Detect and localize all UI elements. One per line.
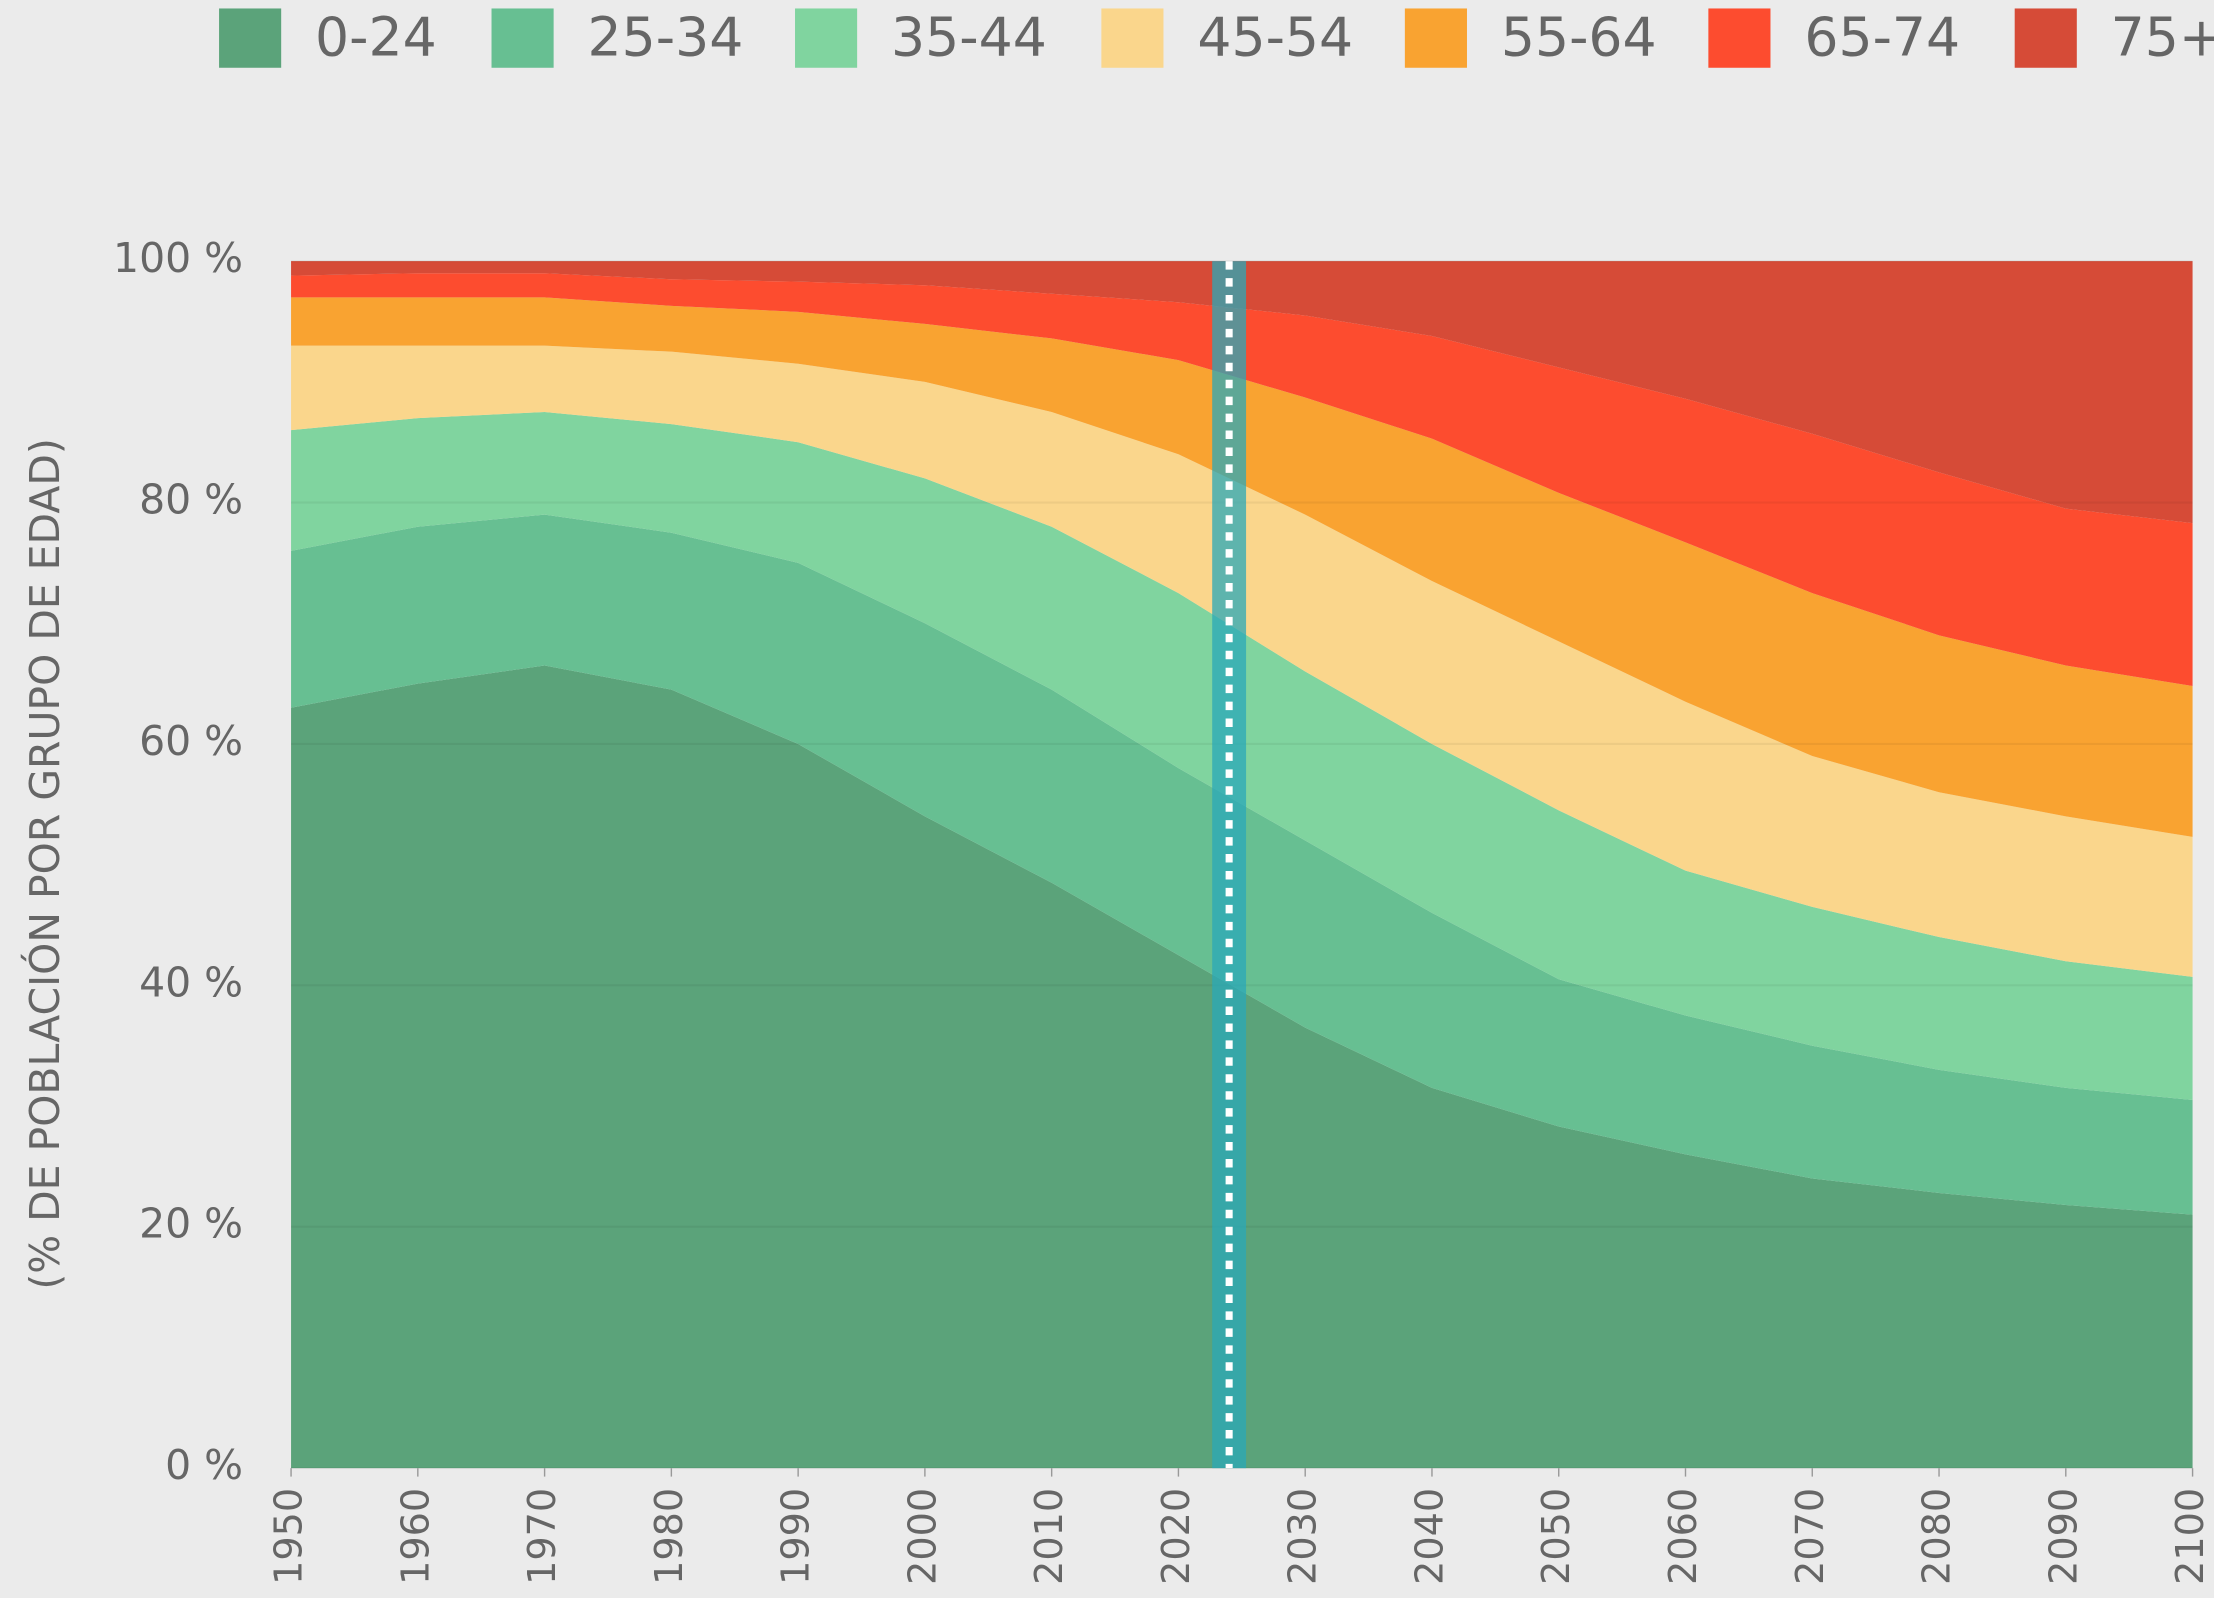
legend-label: 65-74 xyxy=(1804,6,1960,69)
legend-item: 0-24 xyxy=(219,6,437,69)
legend-item: 45-54 xyxy=(1101,6,1353,69)
y-axis-label: (% DE POBLACIÓN POR GRUPO DE EDAD) xyxy=(21,438,69,1290)
legend-swatch xyxy=(219,8,282,68)
x-tick-label: 1950 xyxy=(267,1488,311,1585)
x-tick-label: 2080 xyxy=(1915,1488,1959,1585)
legend-item: 75+ xyxy=(2014,6,2214,69)
x-tick-label: 2040 xyxy=(1407,1488,1451,1585)
area xyxy=(291,345,2193,977)
y-tick-label: 80 % xyxy=(139,476,243,524)
y-tick-label: 100 % xyxy=(113,234,243,282)
x-tick-label: 2050 xyxy=(1534,1488,1578,1585)
area xyxy=(291,261,2193,524)
x-tick-label: 2020 xyxy=(1154,1488,1198,1585)
legend-item: 25-34 xyxy=(491,6,744,69)
area xyxy=(291,297,2193,837)
legend-swatch xyxy=(2014,8,2077,68)
legend-label: 75+ xyxy=(2111,6,2214,69)
legend-label: 0-24 xyxy=(315,6,437,69)
x-tick-label: 2030 xyxy=(1281,1488,1325,1585)
x-tick-label: 2100 xyxy=(2168,1488,2212,1585)
legend-swatch xyxy=(795,8,858,68)
y-tick-label: 20 % xyxy=(139,1200,243,1248)
highlight-band xyxy=(1212,261,1247,1469)
x-tick-label: 2060 xyxy=(1661,1488,1705,1585)
legend-swatch xyxy=(1404,8,1467,68)
y-tick-label: 40 % xyxy=(139,958,243,1006)
legend-item: 65-74 xyxy=(1708,6,1960,69)
x-tick-label: 1990 xyxy=(774,1488,818,1585)
legend-swatch xyxy=(491,8,554,68)
legend-item: 35-44 xyxy=(795,6,1047,69)
legend-label: 45-54 xyxy=(1197,6,1353,69)
x-tick-label: 1970 xyxy=(520,1488,564,1585)
x-tick-label: 2010 xyxy=(1027,1488,1071,1585)
legend-swatch xyxy=(1101,8,1164,68)
x-tick-label: 1960 xyxy=(393,1488,437,1585)
legend-label: 35-44 xyxy=(891,6,1047,69)
legend-item: 55-64 xyxy=(1404,6,1657,69)
legend-label: 55-64 xyxy=(1501,6,1657,69)
x-tick-label: 2070 xyxy=(1788,1488,1832,1585)
legend-swatch xyxy=(1708,8,1771,68)
x-tick-label: 1980 xyxy=(647,1488,691,1585)
y-tick-label: 0 % xyxy=(165,1441,243,1489)
y-tick-label: 60 % xyxy=(139,717,243,765)
x-tick-label: 2090 xyxy=(2041,1488,2085,1585)
legend-label: 25-34 xyxy=(588,6,744,69)
x-tick-label: 2000 xyxy=(900,1488,944,1585)
